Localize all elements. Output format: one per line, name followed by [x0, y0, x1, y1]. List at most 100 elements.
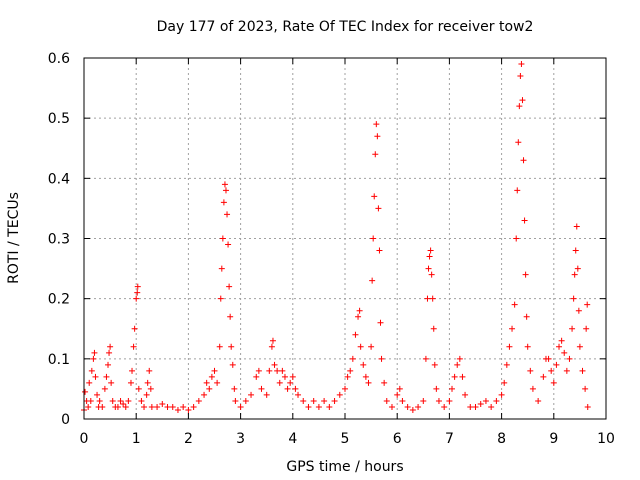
x-tick-label: 4 [288, 431, 297, 447]
data-point [82, 388, 89, 395]
data-point [99, 403, 106, 410]
data-point [203, 379, 210, 386]
data-point [515, 139, 522, 146]
data-point [195, 397, 202, 404]
data-point [368, 343, 375, 350]
data-point [524, 343, 531, 350]
data-point [356, 307, 363, 314]
data-point [127, 379, 134, 386]
y-tick-label: 0.2 [48, 292, 70, 308]
data-point [114, 403, 121, 410]
data-point [144, 379, 151, 386]
data-point [415, 403, 422, 410]
data-point [103, 373, 110, 380]
data-point [148, 403, 155, 410]
data-point [574, 265, 581, 272]
data-point [371, 193, 378, 200]
data-point [514, 187, 521, 194]
data-point [117, 397, 124, 404]
data-point [91, 349, 98, 356]
data-point [575, 307, 582, 314]
data-point [133, 295, 140, 302]
data-point [558, 337, 565, 344]
data-point [522, 271, 529, 278]
data-point [269, 337, 276, 344]
data-point [477, 400, 484, 407]
y-axis-label: ROTI / TECUs [6, 192, 22, 284]
data-point [426, 253, 433, 260]
data-point [336, 391, 343, 398]
data-point [561, 349, 568, 356]
data-point [231, 385, 238, 392]
data-point [289, 373, 296, 380]
data-point [224, 211, 231, 218]
data-point [404, 403, 411, 410]
data-point [284, 385, 291, 392]
data-point [517, 73, 524, 80]
data-point [498, 391, 505, 398]
data-point [431, 361, 438, 368]
data-point [217, 295, 224, 302]
data-point [365, 379, 372, 386]
y-tick-labels: 0 0.1 0.2 0.3 0.4 0.5 0.6 [48, 51, 70, 428]
data-point [287, 379, 294, 386]
data-point [509, 325, 516, 332]
y-tick-label: 0.3 [48, 232, 70, 248]
data-point [258, 385, 265, 392]
data-point [430, 325, 437, 332]
data-point [169, 403, 176, 410]
data-point [208, 373, 215, 380]
data-point [527, 367, 534, 374]
data-point [88, 367, 95, 374]
data-point [516, 103, 523, 110]
data-point [511, 301, 518, 308]
data-point [467, 403, 474, 410]
data-point [584, 403, 591, 410]
data-point [292, 385, 299, 392]
data-point [521, 217, 528, 224]
data-point [321, 397, 328, 404]
data-point [141, 403, 148, 410]
data-point [573, 223, 580, 230]
data-point [409, 406, 416, 413]
data-point [135, 385, 142, 392]
data-point [180, 403, 187, 410]
data-point [550, 379, 557, 386]
data-point [221, 181, 228, 188]
x-tick-label: 5 [341, 431, 350, 447]
axis-ticks [83, 57, 607, 420]
data-point [556, 343, 563, 350]
data-point [427, 247, 434, 254]
x-tick-label: 3 [236, 431, 245, 447]
data-point [131, 325, 138, 332]
x-tick-label: 0 [80, 431, 89, 447]
data-point [122, 403, 129, 410]
data-point [211, 367, 218, 374]
data-point [579, 367, 586, 374]
data-point [242, 397, 249, 404]
data-point [342, 385, 348, 392]
data-point [255, 367, 262, 374]
data-point [344, 373, 351, 380]
data-point [107, 343, 114, 350]
data-point [96, 397, 103, 404]
data-point [540, 373, 547, 380]
data-point [519, 97, 526, 104]
data-point [106, 349, 113, 356]
data-point [109, 397, 116, 404]
data-point [108, 379, 115, 386]
data-point [101, 385, 108, 392]
data-point [449, 385, 456, 392]
data-point [488, 403, 495, 410]
data-point [520, 157, 527, 164]
y-tick-label: 0.1 [48, 352, 70, 368]
data-point [219, 235, 226, 242]
data-point [248, 391, 255, 398]
data-point [228, 343, 235, 350]
x-tick-label: 7 [445, 431, 454, 447]
data-point [377, 319, 384, 326]
data-point [374, 133, 381, 140]
data-point [120, 400, 127, 407]
data-point [92, 373, 99, 380]
data-point [583, 325, 590, 332]
